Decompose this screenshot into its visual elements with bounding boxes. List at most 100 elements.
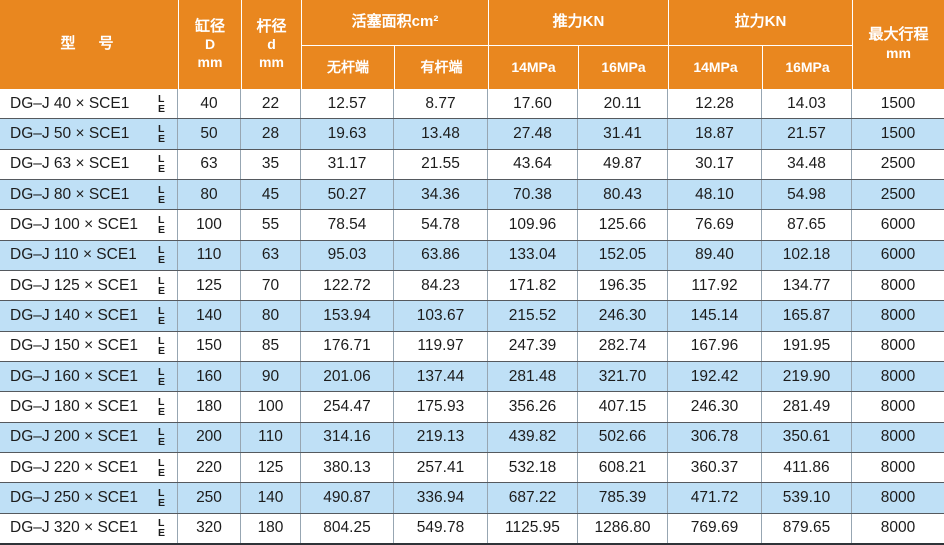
model-label: DG–J 40 × SCE1 xyxy=(10,94,130,112)
model-suffix-bottom: E xyxy=(157,314,165,327)
cell-model: DG–J 100 × SCE1 L E xyxy=(0,210,178,240)
header-max-stroke-line1: 最大行程 xyxy=(868,26,929,44)
cell-area-rod-end: 336.94 xyxy=(394,483,488,513)
cell-push-16mpa: 407.15 xyxy=(578,392,668,422)
cell-area-rod-end: 63.86 xyxy=(394,240,488,270)
model-label: DG–J 110 × SCE1 xyxy=(10,246,137,264)
cell-bore-diameter: 160 xyxy=(178,361,241,392)
model-suffix-le: L E xyxy=(157,304,165,327)
cell-model: DG–J 180 × SCE1 L E xyxy=(0,392,178,422)
model-suffix-le: L E xyxy=(158,184,165,205)
cell-model: DG–J 320 × SCE1 L E xyxy=(0,513,178,543)
model-suffix-bottom: E xyxy=(157,254,165,267)
cell-pull-16mpa: 350.61 xyxy=(762,422,852,452)
header-model: 型 号 xyxy=(0,0,178,89)
header-rod: 杆径 d mm xyxy=(241,0,301,89)
model-suffix-bottom: E xyxy=(157,102,165,115)
table-row: DG–J 50 × SCE1 L E 50 28 19.63 13.48 27.… xyxy=(0,119,944,150)
cell-area-rodless-end: 95.03 xyxy=(301,240,394,270)
model-label: DG–J 200 × SCE1 xyxy=(10,428,138,446)
model-suffix-le: L E xyxy=(157,517,165,540)
table-row: DG–J 200 × SCE1 L E 200 110 314.16 219.1… xyxy=(0,422,944,453)
model-suffix-bottom: E xyxy=(157,527,165,540)
cell-max-stroke: 6000 xyxy=(880,246,916,264)
model-label: DG–J 250 × SCE1 xyxy=(10,488,138,506)
model-suffix-top: L xyxy=(157,92,165,105)
cell-model: DG–J 200 × SCE1 L E xyxy=(0,422,178,452)
header-max-stroke-line2: mm xyxy=(886,45,911,62)
model-suffix-top: L xyxy=(157,486,165,499)
cell-push-16mpa: 246.30 xyxy=(578,301,668,331)
cell-pull-16mpa: 879.65 xyxy=(762,513,852,543)
cell-bore-diameter: 140 xyxy=(178,301,241,331)
cell-pull-14mpa: 48.10 xyxy=(668,179,762,210)
table-row: DG–J 80 × SCE1 L E 80 45 50.27 34.36 70.… xyxy=(0,179,944,211)
model-suffix-bottom: E xyxy=(157,132,165,145)
cell-bore-diameter: 40 xyxy=(178,89,241,119)
cell-area-rod-end: 13.48 xyxy=(394,119,488,149)
model-suffix-bottom: E xyxy=(157,284,165,297)
cell-push-14mpa: 687.22 xyxy=(488,483,578,513)
cell-area-rod-end: 103.67 xyxy=(394,301,488,331)
table-row: DG–J 150 × SCE1 L E 150 85 176.71 119.97… xyxy=(0,331,944,362)
subheader-push-16mpa: 16MPa xyxy=(578,44,668,89)
cell-rod-diameter: 80 xyxy=(241,301,301,331)
cell-push-14mpa: 247.39 xyxy=(488,331,578,361)
cell-area-rod-end: 137.44 xyxy=(394,361,488,392)
cell-bore-diameter: 180 xyxy=(178,392,241,422)
subheader-push-14mpa: 14MPa xyxy=(488,44,578,89)
model-suffix-le: L E xyxy=(158,397,165,418)
cell-model: DG–J 50 × SCE1 L E xyxy=(0,119,178,149)
cell-pull-14mpa: 471.72 xyxy=(668,483,762,513)
subheader-push-14mpa-label: 14MPa xyxy=(511,58,556,75)
cell-push-14mpa: 17.60 xyxy=(488,89,578,119)
model-suffix-le: L E xyxy=(157,426,165,448)
cell-pull-16mpa: 165.87 xyxy=(762,301,852,331)
subheader-pull-14mpa-label: 14MPa xyxy=(693,58,738,75)
model-suffix-top: L xyxy=(157,304,165,317)
model-suffix-le: L E xyxy=(158,154,165,175)
cell-rod-diameter: 140 xyxy=(241,483,301,513)
model-suffix-top: L xyxy=(157,426,165,439)
model-suffix-le: L E xyxy=(157,92,165,115)
header-model-label: 型 号 xyxy=(60,35,118,53)
cell-area-rod-end: 119.97 xyxy=(394,331,488,361)
cell-push-14mpa: 27.48 xyxy=(488,119,578,149)
cell-pull-14mpa: 306.78 xyxy=(668,422,762,452)
model-suffix-bottom: E xyxy=(157,345,165,358)
cell-rod-diameter: 70 xyxy=(241,270,301,301)
cell-bore-diameter: 125 xyxy=(178,270,241,301)
cell-max-stroke: 2500 xyxy=(880,155,916,173)
cell-area-rodless-end: 153.94 xyxy=(301,301,394,331)
model-suffix-top: L xyxy=(157,456,165,469)
cell-bore-diameter: 250 xyxy=(178,483,241,513)
cell-model: DG–J 110 × SCE1 L E xyxy=(0,240,178,270)
header-rod-line1: 杆径 xyxy=(256,17,287,35)
cell-max-stroke: 6000 xyxy=(880,215,916,233)
subheader-rod-end-label: 有杆端 xyxy=(420,58,463,75)
cell-rod-diameter: 180 xyxy=(241,513,301,543)
header-pull-force-label: 拉力KN xyxy=(734,12,787,30)
cell-bore-diameter: 110 xyxy=(178,240,241,270)
cell-area-rod-end: 257.41 xyxy=(394,452,488,483)
cell-bore-diameter: 80 xyxy=(178,179,241,210)
model-suffix-top: L xyxy=(157,517,165,530)
cell-area-rod-end: 21.55 xyxy=(394,149,488,179)
cell-area-rod-end: 175.93 xyxy=(394,392,488,422)
cell-push-16mpa: 785.39 xyxy=(578,483,668,513)
model-suffix-le: L E xyxy=(157,245,165,267)
table-row: DG–J 250 × SCE1 L E 250 140 490.87 336.9… xyxy=(0,483,944,514)
cell-push-14mpa: 133.04 xyxy=(488,240,578,270)
cell-area-rodless-end: 122.72 xyxy=(301,270,394,301)
cell-area-rodless-end: 380.13 xyxy=(301,452,394,483)
cell-max-stroke: 8000 xyxy=(880,519,916,537)
model-suffix-le: L E xyxy=(158,366,165,387)
subheader-pull-16mpa-label: 16MPa xyxy=(785,58,830,75)
cell-area-rodless-end: 12.57 xyxy=(301,89,394,119)
table-row: DG–J 140 × SCE1 L E 140 80 153.94 103.67… xyxy=(0,301,944,332)
cell-area-rodless-end: 19.63 xyxy=(301,119,394,149)
header-bore: 缸径 D mm xyxy=(178,0,241,89)
cell-max-stroke: 8000 xyxy=(880,458,916,476)
cell-push-16mpa: 502.66 xyxy=(578,422,668,452)
